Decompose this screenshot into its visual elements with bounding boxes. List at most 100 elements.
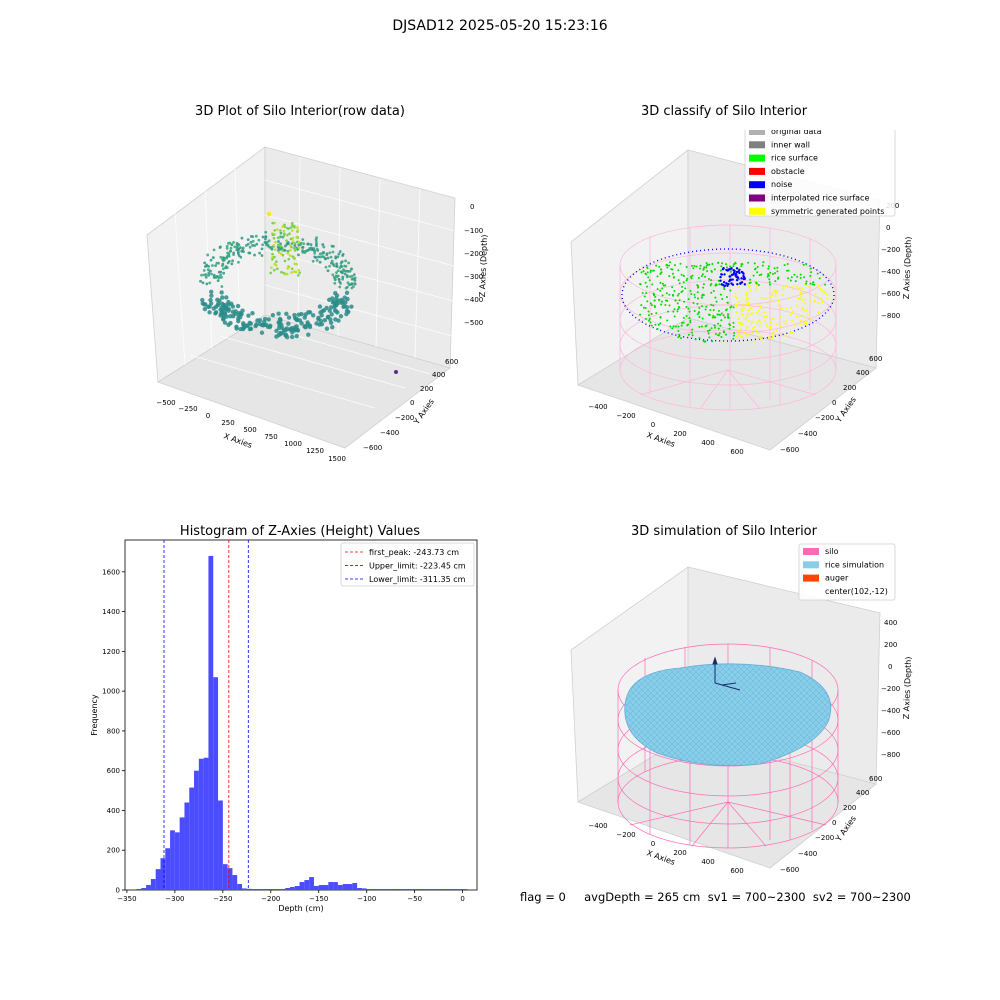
raw3d-point [334, 274, 338, 278]
classify3d-point [772, 272, 775, 275]
classify3d-point [738, 285, 741, 288]
histogram-bar [218, 800, 223, 890]
classify3d-point [729, 289, 732, 292]
classify3d-point [746, 332, 749, 335]
classify3d-point [799, 320, 802, 323]
raw3d-point [306, 249, 309, 252]
raw3d-point [313, 255, 317, 259]
raw3d-point [277, 240, 280, 243]
classify3d-point [792, 288, 795, 291]
raw3d-point [226, 254, 230, 258]
raw3d-point [202, 268, 206, 272]
classify3d-point [767, 336, 770, 339]
classify3d-point [731, 278, 734, 281]
raw3d-point [288, 232, 291, 235]
raw3d-point [291, 240, 295, 243]
raw3d-point [321, 243, 325, 246]
legend-swatch [749, 154, 765, 162]
classify3d-point [734, 295, 737, 298]
histogram-xlabel: Depth (cm) [278, 904, 323, 913]
classify3d-point [658, 298, 661, 301]
classify3d-point [727, 316, 730, 319]
classify3d-point [694, 296, 697, 299]
classify3d-point [770, 332, 773, 335]
raw3d-point [343, 272, 347, 276]
classify3d-point [690, 277, 693, 280]
raw3d-point [283, 332, 289, 337]
raw3d-point [226, 251, 229, 255]
classify3d-point [721, 262, 724, 265]
histogram-x-tick-label: −350 [117, 895, 136, 903]
classify3d-point [726, 284, 729, 287]
histogram-x-tick-label: −200 [261, 895, 280, 903]
raw3d-point [314, 238, 318, 242]
raw3d-point [285, 226, 289, 230]
classify3d-point [682, 275, 685, 278]
raw3d-point [290, 229, 294, 232]
raw3d-point [281, 225, 285, 228]
classify3d-point [708, 263, 711, 266]
raw3d-point [347, 261, 351, 265]
classify3d-point [644, 281, 647, 284]
classify3d-point [702, 339, 705, 342]
raw3d-point [275, 267, 279, 271]
raw3d-point [290, 242, 294, 245]
classify3d-point [780, 307, 783, 310]
classify3d-point [787, 269, 790, 272]
classify3d-point [745, 291, 748, 294]
classify3d-point [677, 292, 680, 295]
classify3d-point [763, 311, 766, 314]
raw3d-point [328, 305, 334, 310]
raw3d-point [261, 243, 265, 247]
raw3d-ytick: 200 [420, 385, 433, 393]
histogram-bar [261, 889, 266, 890]
classify3d-point [712, 304, 715, 307]
classify3d-point [687, 298, 690, 301]
classify3d-point [794, 280, 797, 283]
classify3d-point [739, 328, 742, 331]
classify3d-point [713, 268, 716, 271]
classify3d-point [654, 306, 657, 309]
classify3d-point [692, 302, 695, 305]
histogram-bar [165, 848, 171, 890]
classify3d-point [732, 263, 735, 266]
raw3d-point [208, 301, 214, 306]
raw3d-point [344, 269, 348, 273]
raw3d-point [285, 239, 288, 242]
classify3d-ztick: −800 [881, 312, 900, 320]
classify3d-point [766, 302, 769, 305]
classify3d-xtick: −200 [616, 412, 635, 420]
classify3d-point [816, 284, 819, 287]
classify3d-point [734, 261, 737, 264]
classify3d-point [785, 269, 788, 272]
raw3d-point [279, 244, 283, 248]
raw3d-point [350, 267, 353, 271]
classify3d-point [707, 313, 710, 316]
classify3d-point [810, 271, 813, 274]
histogram-bar [457, 889, 463, 890]
classify3d-point [776, 289, 779, 292]
raw3d-point [293, 262, 297, 266]
raw3d-point [338, 285, 342, 289]
classify3d-point [678, 282, 681, 285]
raw3d-point [336, 255, 340, 259]
raw3d-point [286, 267, 289, 270]
histogram-bar [313, 886, 319, 890]
raw3d-point [270, 246, 273, 249]
classify3d-xtick: 0 [651, 421, 655, 429]
classify3d-point [791, 319, 794, 322]
classify3d-point [796, 275, 799, 278]
raw3d-point [331, 273, 335, 277]
classify3d-point [782, 288, 785, 291]
raw3d-point [288, 254, 292, 257]
classify3d-point [673, 315, 676, 318]
classify3d-point [791, 286, 794, 289]
raw3d-point [330, 259, 334, 263]
classify3d-point [648, 317, 651, 320]
classify3d-point [812, 281, 815, 284]
classify3d-point [738, 271, 741, 275]
classify3d-point [774, 292, 777, 295]
raw3d-point [338, 314, 344, 319]
simulation3d-ylabel: Y Axies [833, 814, 858, 844]
classify3d-xtick: 600 [730, 448, 743, 456]
